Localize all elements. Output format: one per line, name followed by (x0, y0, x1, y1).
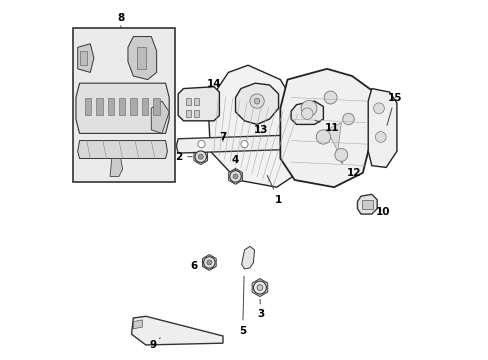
Bar (142, 98, 148, 116)
Text: 4: 4 (231, 155, 239, 171)
Bar (107, 98, 114, 116)
Circle shape (198, 154, 203, 159)
Circle shape (316, 130, 330, 144)
Circle shape (373, 103, 384, 114)
Circle shape (324, 91, 336, 104)
Polygon shape (367, 89, 396, 167)
Text: 11: 11 (315, 120, 339, 133)
Polygon shape (78, 140, 167, 158)
Text: 9: 9 (149, 338, 160, 350)
Text: 13: 13 (253, 125, 267, 135)
Polygon shape (194, 149, 207, 165)
Bar (85, 98, 91, 116)
Text: 6: 6 (190, 261, 203, 271)
Circle shape (229, 171, 241, 182)
Text: 12: 12 (341, 162, 360, 178)
Text: 7: 7 (219, 132, 226, 142)
Bar (96, 98, 102, 116)
Polygon shape (76, 83, 169, 134)
Circle shape (301, 100, 316, 116)
Bar (153, 98, 159, 116)
Circle shape (198, 140, 204, 148)
Bar (130, 98, 137, 116)
Polygon shape (176, 135, 289, 153)
Circle shape (249, 94, 264, 108)
Circle shape (334, 148, 347, 161)
Text: 14: 14 (206, 79, 221, 89)
Text: 1: 1 (266, 175, 282, 205)
Polygon shape (133, 320, 142, 329)
Text: 5: 5 (239, 276, 246, 336)
Polygon shape (252, 279, 267, 297)
Bar (194, 98, 199, 105)
Polygon shape (128, 37, 156, 80)
Circle shape (233, 174, 238, 179)
Text: 2: 2 (175, 152, 192, 162)
Polygon shape (241, 246, 254, 269)
Bar (73, 28, 175, 182)
Bar (119, 98, 125, 116)
Bar (194, 110, 199, 117)
Polygon shape (202, 255, 216, 270)
Polygon shape (290, 101, 323, 125)
Circle shape (253, 281, 266, 294)
Circle shape (301, 108, 312, 120)
Polygon shape (357, 194, 376, 214)
Polygon shape (208, 65, 301, 187)
Circle shape (257, 285, 262, 291)
Bar (186, 98, 191, 105)
Circle shape (203, 257, 215, 268)
Bar (137, 47, 145, 69)
Circle shape (375, 132, 386, 142)
Text: 3: 3 (257, 299, 264, 319)
Polygon shape (280, 69, 373, 187)
Circle shape (195, 151, 206, 162)
Circle shape (241, 140, 247, 148)
Circle shape (254, 98, 260, 104)
Polygon shape (178, 87, 219, 121)
Polygon shape (151, 101, 169, 134)
Bar (80, 51, 86, 65)
Polygon shape (235, 83, 278, 125)
Polygon shape (131, 316, 223, 345)
Text: 8: 8 (117, 13, 124, 28)
Polygon shape (78, 44, 94, 72)
Text: 10: 10 (375, 207, 389, 217)
Circle shape (342, 113, 353, 125)
Polygon shape (228, 168, 242, 184)
Polygon shape (110, 158, 122, 176)
Bar (362, 200, 372, 209)
Bar (186, 110, 191, 117)
Polygon shape (326, 123, 341, 151)
Circle shape (206, 260, 211, 265)
Text: 15: 15 (386, 93, 402, 125)
